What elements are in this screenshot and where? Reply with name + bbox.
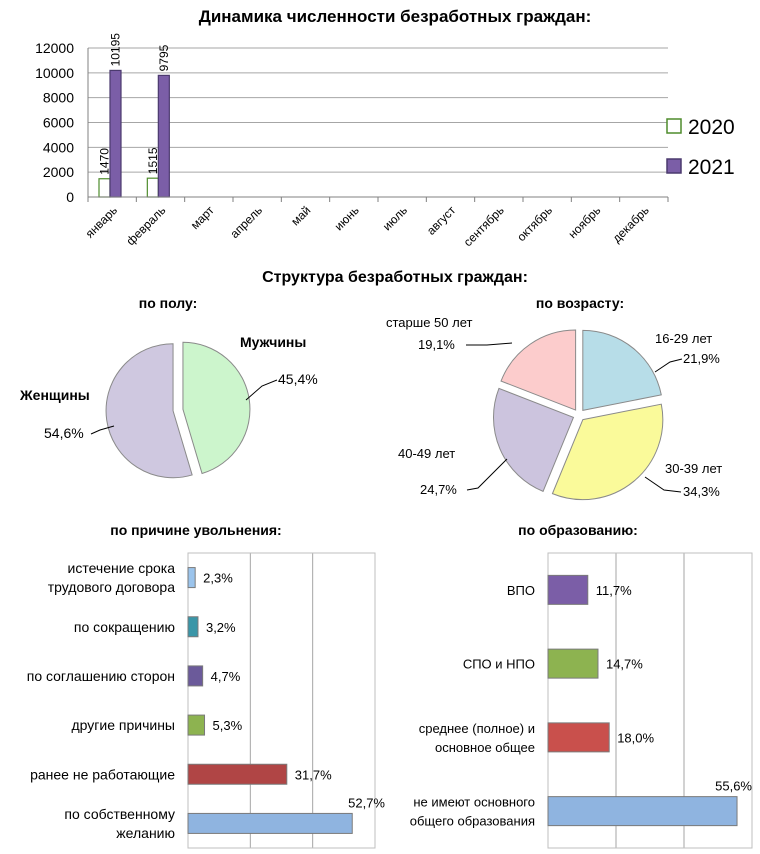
category-label: среднее (полное) и: [419, 721, 535, 736]
bar: [187, 616, 199, 638]
x-tick-label: июль: [380, 203, 410, 233]
bar-value-label: 52,7%: [348, 795, 385, 810]
y-tick-label: 10000: [35, 65, 74, 81]
bar-value-label: 55,6%: [715, 779, 752, 794]
y-tick-label: 0: [66, 189, 74, 205]
category-label: трудового договора: [48, 579, 175, 595]
bar: [187, 812, 353, 834]
y-tick-label: 6000: [43, 115, 74, 131]
x-tick-label: июнь: [332, 203, 362, 233]
category-label: не имеют основного: [413, 795, 535, 810]
x-tick-label: март: [188, 203, 217, 232]
legend-label-2020: 2020: [688, 116, 735, 139]
pie-value-label: 24,7%: [420, 482, 457, 497]
structure-title: Структура безработных граждан:: [262, 269, 528, 286]
pie-label-category: старше 50 лет: [386, 315, 472, 330]
bar-value-label: 2,3%: [203, 571, 233, 586]
y-tick-label: 4000: [43, 139, 74, 155]
bar-value-label: 1515: [146, 147, 160, 174]
bar-value-label: 1470: [98, 148, 112, 175]
bar: [547, 648, 599, 679]
y-tick-label: 2000: [43, 164, 74, 180]
bar-2020: [98, 178, 111, 198]
x-tick-label: февраль: [123, 203, 168, 248]
bar: [547, 796, 738, 827]
pie-label-category: 30-39 лет: [665, 461, 722, 476]
legend-label-2021: 2021: [688, 156, 735, 179]
bar-2020: [146, 177, 159, 198]
category-label: основное общее: [435, 740, 535, 755]
pie-value-label: 19,1%: [418, 337, 455, 352]
pie-value-label: 21,9%: [683, 351, 720, 366]
bar-2021: [157, 74, 170, 198]
bar-value-label: 3,2%: [206, 620, 236, 635]
y-tick-label: 12000: [35, 40, 74, 56]
pie-value-label: 54,6%: [44, 425, 84, 441]
pie-leader-line: [654, 358, 683, 373]
pie-slice: [582, 329, 662, 411]
x-tick-label: ноябрь: [566, 203, 604, 241]
bar: [187, 714, 206, 736]
x-tick-label: декабрь: [610, 203, 652, 245]
gender-pie-title: по полу:: [139, 295, 198, 311]
pie-slice: [500, 329, 577, 411]
bar-value-label: 11,7%: [596, 583, 632, 598]
pie-value-label: 34,3%: [683, 484, 720, 499]
pie-value-label: 45,4%: [278, 371, 318, 387]
bar-value-label: 18,0%: [617, 730, 654, 745]
bar-value-label: 31,7%: [295, 767, 332, 782]
category-label: по соглашению сторон: [27, 668, 175, 684]
bar-value-label: 14,7%: [606, 657, 643, 672]
pie-slice: [182, 341, 251, 475]
age-pie-title: по возрасту:: [536, 295, 624, 311]
bar-value-label: 10195: [109, 33, 123, 67]
pie-slice: [551, 403, 664, 501]
y-tick-label: 8000: [43, 90, 74, 106]
bar-value-label: 4,7%: [211, 669, 241, 684]
category-label: СПО и НПО: [463, 657, 535, 672]
pie-leader-line: [644, 476, 682, 493]
category-label: желанию: [116, 825, 175, 841]
legend-swatch-2021: [666, 158, 682, 174]
category-label: истечение срока: [68, 560, 176, 576]
x-tick-label: август: [424, 203, 459, 238]
pie-label-category: 40-49 лет: [398, 446, 455, 461]
category-label: общего образования: [410, 814, 535, 829]
pie-leader-line: [245, 379, 278, 401]
bar: [187, 665, 204, 687]
x-tick-label: апрель: [227, 203, 265, 241]
pie-label-category: Женщины: [19, 387, 90, 403]
pie-leader-line: [90, 425, 115, 435]
bar: [547, 574, 589, 605]
bar-2021: [109, 69, 122, 198]
pie-slice: [492, 387, 575, 493]
pie-leader-line: [466, 342, 513, 346]
plot-border: [547, 552, 753, 849]
pie-slice: [105, 343, 193, 479]
bar-value-label: 9795: [157, 44, 171, 71]
dynamics-chart-title: Динамика численности безработных граждан…: [199, 7, 592, 26]
x-tick-label: сентябрь: [461, 203, 507, 249]
bar: [187, 763, 288, 785]
x-tick-label: октябрь: [514, 203, 555, 244]
x-tick-label: январь: [83, 203, 120, 240]
legend-swatch-2020: [666, 118, 682, 134]
bar: [187, 567, 196, 589]
reason-chart-title: по причине увольнения:: [110, 522, 281, 538]
category-label: ВПО: [507, 583, 535, 598]
pie-label-category: Мужчины: [240, 334, 306, 350]
education-chart-title: по образованию:: [518, 522, 638, 538]
category-label: ранее не работающие: [30, 766, 175, 782]
category-label: другие причины: [72, 717, 176, 733]
category-label: по собственному: [64, 806, 175, 822]
plot-border: [187, 552, 376, 849]
category-label: по сокращению: [74, 619, 175, 635]
bar-value-label: 5,3%: [213, 718, 243, 733]
pie-leader-line: [466, 458, 508, 491]
bar: [547, 722, 610, 753]
pie-label-category: 16-29 лет: [655, 331, 712, 346]
x-tick-label: май: [288, 203, 313, 228]
